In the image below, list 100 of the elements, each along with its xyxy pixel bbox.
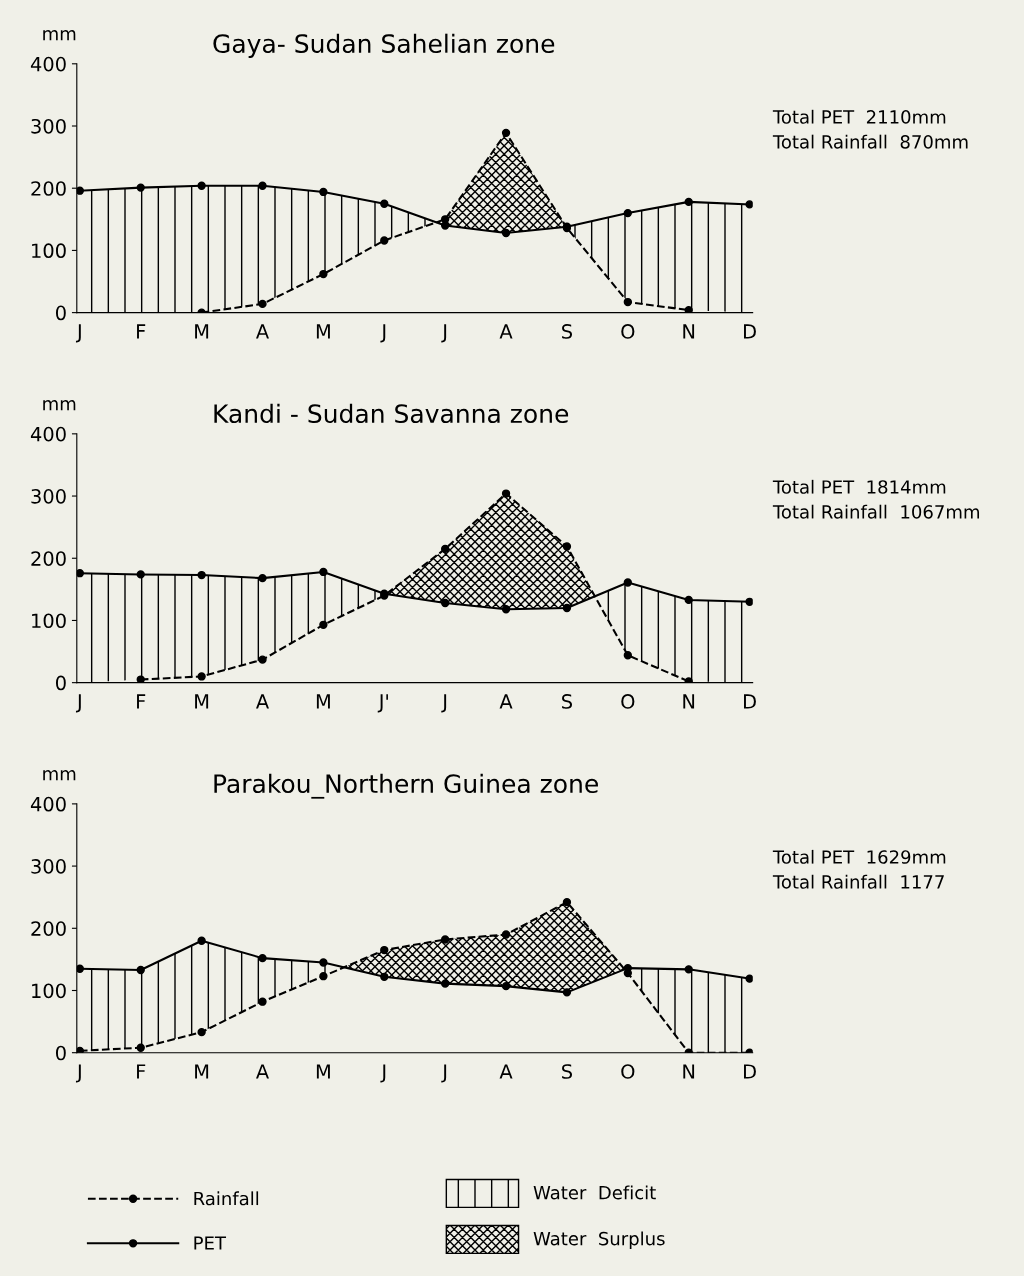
point [440,544,450,554]
point [76,1046,85,1053]
point [501,605,511,614]
chart-title: Gaya- Sudan Sahelian zone [213,33,555,58]
x-tick-label: N [683,694,695,709]
text: Total PET 2110mm [772,109,946,124]
text: Total Rainfall 1067mm [772,504,980,519]
legend-label: PET [194,1236,227,1250]
point [623,208,632,218]
y-tick-label: 0 [55,305,66,321]
point [562,897,572,907]
text: Water Surplus [533,1231,665,1249]
point [745,974,753,983]
point [258,953,267,963]
x-tick-label: M [195,694,209,709]
point [501,930,511,939]
point [76,964,85,973]
legend-label: Rainfall [194,1191,259,1206]
point [136,965,145,975]
y-axis-title: mm [43,30,76,41]
point [319,972,328,981]
x-tick-label: J [75,324,81,343]
point [380,236,389,245]
point [440,221,450,230]
y-tick-label: 100 [32,983,66,999]
x-tick-label: F [137,324,146,339]
point [197,936,206,945]
point [319,269,328,279]
point [562,542,572,551]
y-tick-label: 300 [31,118,66,134]
point [684,595,693,605]
y-tick-label: 200 [31,181,66,196]
point [76,186,85,195]
x-tick-label: J [441,694,447,713]
y-tick-label: 300 [31,489,66,504]
point [258,655,267,664]
y-tick-label: 400 [30,426,66,442]
x-tick-label: J' [377,694,388,713]
x-tick-label: O [621,1064,635,1079]
point [197,570,206,580]
point [501,228,511,238]
x-tick-label: N [683,1064,695,1079]
point [501,981,511,991]
x-tick-label: M [316,1064,330,1079]
point [684,305,693,313]
y-axis-title: mm [43,400,76,411]
point [501,128,511,138]
x-tick-label: F [137,1064,146,1079]
x-tick-label: M [316,324,330,339]
x-tick-label: M [195,1064,209,1079]
point [562,603,572,613]
point [258,997,267,1006]
x-tick-label: S [562,324,573,339]
point [319,958,328,967]
point [258,181,267,190]
point [380,972,389,981]
x-tick-label: J [380,1064,386,1083]
y-tick-label: 100 [32,613,66,629]
text: Water Deficit [533,1185,656,1200]
point [136,1043,145,1052]
point [197,1028,206,1037]
y-tick-label: 400 [30,56,66,72]
point [623,297,632,307]
y-tick-label: 400 [30,796,66,812]
point [197,181,206,190]
point [440,935,450,944]
point [440,979,450,988]
point [319,620,328,629]
x-tick-label: M [316,694,330,709]
point [136,570,145,579]
point [319,567,328,577]
x-tick-label: F [137,694,146,709]
point [440,598,450,608]
y-tick-label: 100 [32,243,66,259]
x-tick-label: N [683,324,695,339]
point [623,578,632,587]
point [380,199,389,208]
text: Total PET 1814mm [772,479,946,494]
x-tick-label: O [621,324,635,339]
x-tick-label: D [744,694,756,709]
point [745,200,753,209]
x-tick-label: J [75,694,81,713]
y-tick-label: 0 [55,675,66,691]
x-tick-label: D [744,324,756,339]
point [319,187,328,197]
x-tick-label: A [256,324,269,339]
x-tick-label: A [256,694,269,709]
y-axis-title: mm [43,770,76,781]
x-tick-label: S [562,694,573,709]
x-tick-label: O [621,694,635,709]
y-tick-label: 200 [31,551,66,566]
x-tick-label: A [499,1064,513,1079]
x-tick-label: J [75,1064,81,1083]
point [623,651,632,660]
text: Total Rainfall 1177 [772,874,944,889]
point [380,945,389,955]
x-tick-label: A [256,1064,269,1079]
y-tick-label: 300 [31,859,66,874]
point [562,988,572,997]
point [76,569,85,578]
